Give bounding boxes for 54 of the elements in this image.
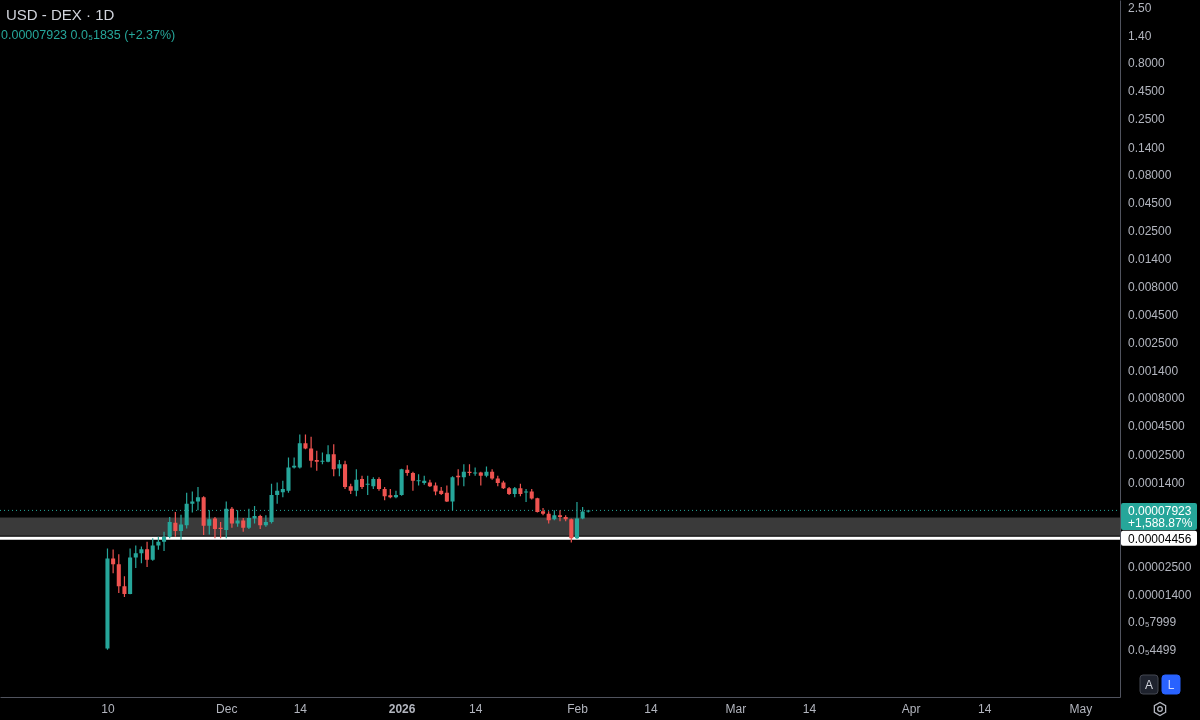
y-tick-label: 0.04500: [1128, 195, 1172, 210]
candlestick: [574, 502, 580, 539]
candlestick: [540, 507, 546, 516]
y-tick-label: 0.0₅4499: [1128, 643, 1177, 658]
y-tick-label: 0.001400: [1128, 364, 1179, 379]
y-tick-label: 0.8000: [1128, 55, 1166, 70]
chart-title: USD - DEX · 1D: [6, 6, 115, 23]
y-tick-label: 0.08000: [1128, 167, 1172, 182]
candlestick: [484, 466, 489, 478]
candlestick: [195, 487, 201, 511]
y-tick-label: 2.50: [1128, 0, 1152, 15]
x-tick-label: 10: [101, 701, 115, 716]
candlestick: [410, 471, 415, 491]
y-tick-label: 0.0004500: [1128, 419, 1186, 434]
candlestick: [524, 489, 529, 503]
y-tick-label: 0.0002500: [1128, 447, 1186, 462]
x-tick-label: 2026: [388, 701, 416, 716]
candlestick: [326, 445, 331, 463]
y-tick-label: 0.0001400: [1128, 476, 1186, 491]
toggle-button: A: [1139, 674, 1159, 695]
y-tick-label: 0.004500: [1128, 307, 1179, 322]
x-tick-label: Dec: [216, 701, 238, 716]
x-tick-label: 14: [978, 701, 992, 716]
x-tick-label: 14: [802, 701, 817, 716]
x-tick-label: 14: [644, 701, 658, 716]
candlestick: [162, 531, 167, 551]
x-tick-label: Feb: [567, 701, 589, 716]
candlestick: [393, 490, 398, 499]
y-tick-label: 0.02500: [1128, 224, 1172, 239]
x-tick-label: Apr: [901, 701, 921, 716]
y-tick-label: 0.1400: [1128, 140, 1166, 155]
y-tick-label: 0.008000: [1128, 279, 1179, 294]
text: 0.00007923 0.0₅1835 (+2.37%): [1, 28, 176, 42]
y-tick-label: 0.002500: [1128, 336, 1179, 351]
candlestick: [212, 516, 217, 539]
y-tick-label: 0.00002500: [1128, 559, 1192, 574]
ref-line-label: 0.00004456: [1128, 531, 1192, 546]
y-tick-label: 0.4500: [1128, 83, 1166, 98]
candlestick: [178, 514, 184, 540]
y-tick-label: 0.00001400: [1128, 587, 1192, 602]
toggle-button: L: [1161, 674, 1181, 695]
y-tick-label: 1.40: [1128, 28, 1152, 43]
x-tick-label: 14: [468, 701, 483, 716]
candlestick: [105, 548, 110, 650]
candlestick: [145, 541, 150, 568]
candlestick: [557, 510, 563, 522]
y-tick-label: 0.2500: [1128, 112, 1166, 127]
y-tick-label: 0.01400: [1128, 252, 1172, 267]
x-tick-label: May: [1069, 701, 1093, 716]
ref-line-label: 0.00007923 +1,588.87%: [1128, 503, 1193, 530]
y-tick-label: 0.0₅7999: [1128, 615, 1177, 630]
x-tick-label: 14: [293, 701, 308, 716]
y-tick-label: 0.0008000: [1128, 391, 1186, 406]
x-tick-label: Mar: [725, 701, 747, 716]
